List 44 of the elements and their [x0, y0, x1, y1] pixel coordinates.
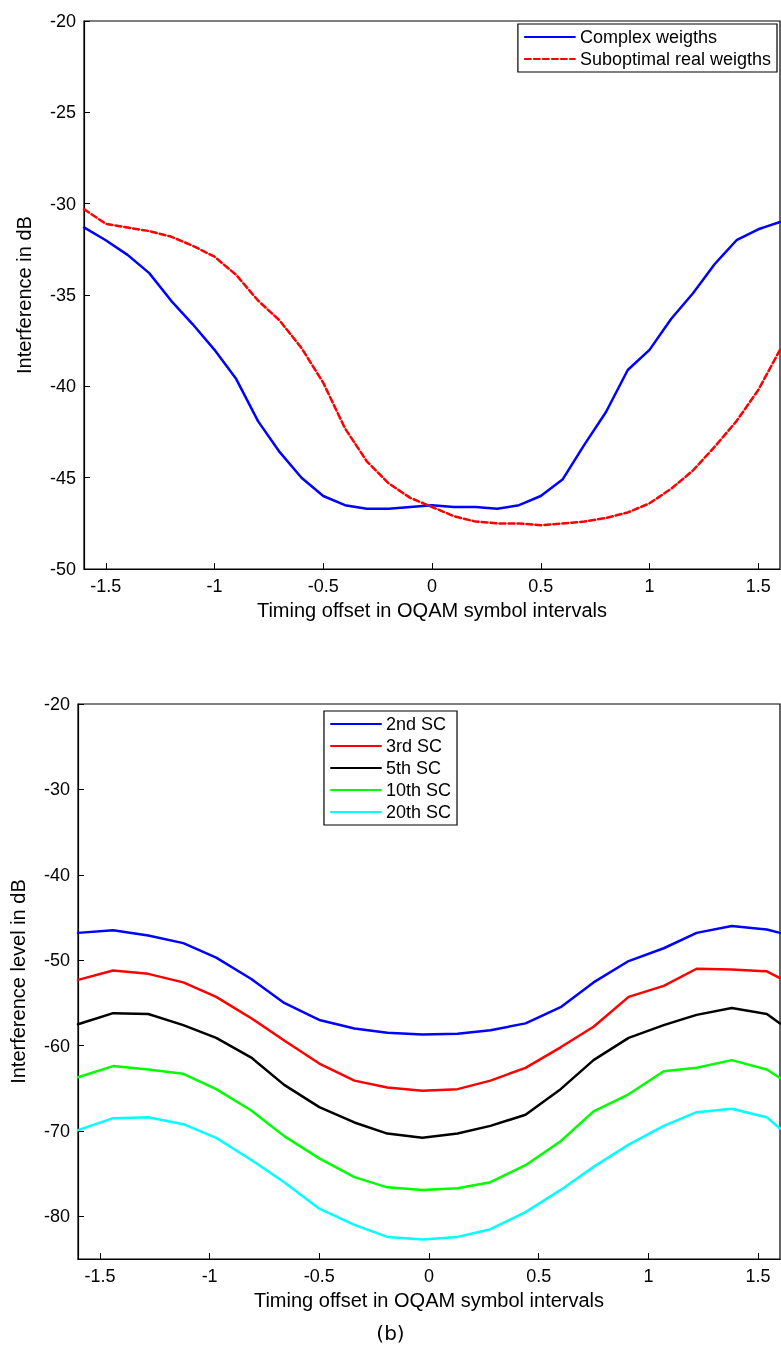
y-tick-label: -45 — [49, 467, 76, 488]
legend-label: 10th SC — [385, 780, 452, 800]
line-series — [76, 967, 781, 1093]
y-axis-title: Interference level in dB — [7, 879, 29, 1084]
x-tick-label: 0.5 — [528, 576, 554, 597]
x-tick-label: 1.5 — [745, 1266, 771, 1287]
legend-label: 2nd SC — [385, 714, 447, 734]
y-tick-label: -25 — [49, 102, 76, 123]
y-tick-label: -35 — [49, 285, 76, 306]
x-tick-label: -1 — [201, 1266, 218, 1287]
line-series — [76, 924, 781, 1036]
x-tick-label: 1 — [644, 576, 655, 597]
y-tick-label: -40 — [49, 376, 76, 397]
y-tick-label: -30 — [43, 779, 70, 800]
y-tick-label: -70 — [43, 1121, 70, 1141]
text: (b) — [375, 1321, 406, 1345]
x-tick-label: -1.5 — [84, 1266, 116, 1287]
y-tick-label: -30 — [49, 193, 76, 214]
y-tick-label: -20 — [49, 11, 76, 31]
legend-label: 5th SC — [385, 758, 442, 778]
x-tick-label: 1.5 — [745, 576, 771, 597]
y-axis-title: Interference in dB — [13, 216, 35, 374]
line-series — [76, 1107, 781, 1241]
y-tick-label: -40 — [43, 864, 70, 885]
y-tick-label: -60 — [43, 1035, 70, 1056]
legend-label: 3rd SC — [385, 736, 443, 756]
legend-label: 20th SC — [385, 802, 452, 822]
x-axis-title: Timing offset in OQAM symbol intervals — [256, 599, 608, 621]
x-tick-label: 0.5 — [526, 1266, 552, 1287]
x-axis-title: Timing offset in OQAM symbol intervals — [253, 1289, 605, 1311]
x-tick-label: 1 — [643, 1266, 654, 1287]
y-tick-label: -80 — [43, 1206, 70, 1227]
x-tick-label: -0.5 — [303, 1266, 335, 1287]
x-tick-label: -0.5 — [307, 576, 339, 597]
x-tick-label: 0 — [426, 576, 438, 597]
line-series — [76, 1058, 781, 1192]
x-tick-label: -1 — [206, 576, 223, 597]
x-tick-label: -1.5 — [90, 576, 122, 597]
legend-label: Complex weigths — [579, 27, 717, 47]
y-tick-label: -50 — [43, 950, 70, 971]
y-tick-label: -20 — [43, 694, 70, 714]
legend-label: Suboptimal real weigths — [579, 49, 772, 69]
y-tick-label: -50 — [49, 559, 76, 580]
x-tick-label: 0 — [423, 1266, 435, 1287]
